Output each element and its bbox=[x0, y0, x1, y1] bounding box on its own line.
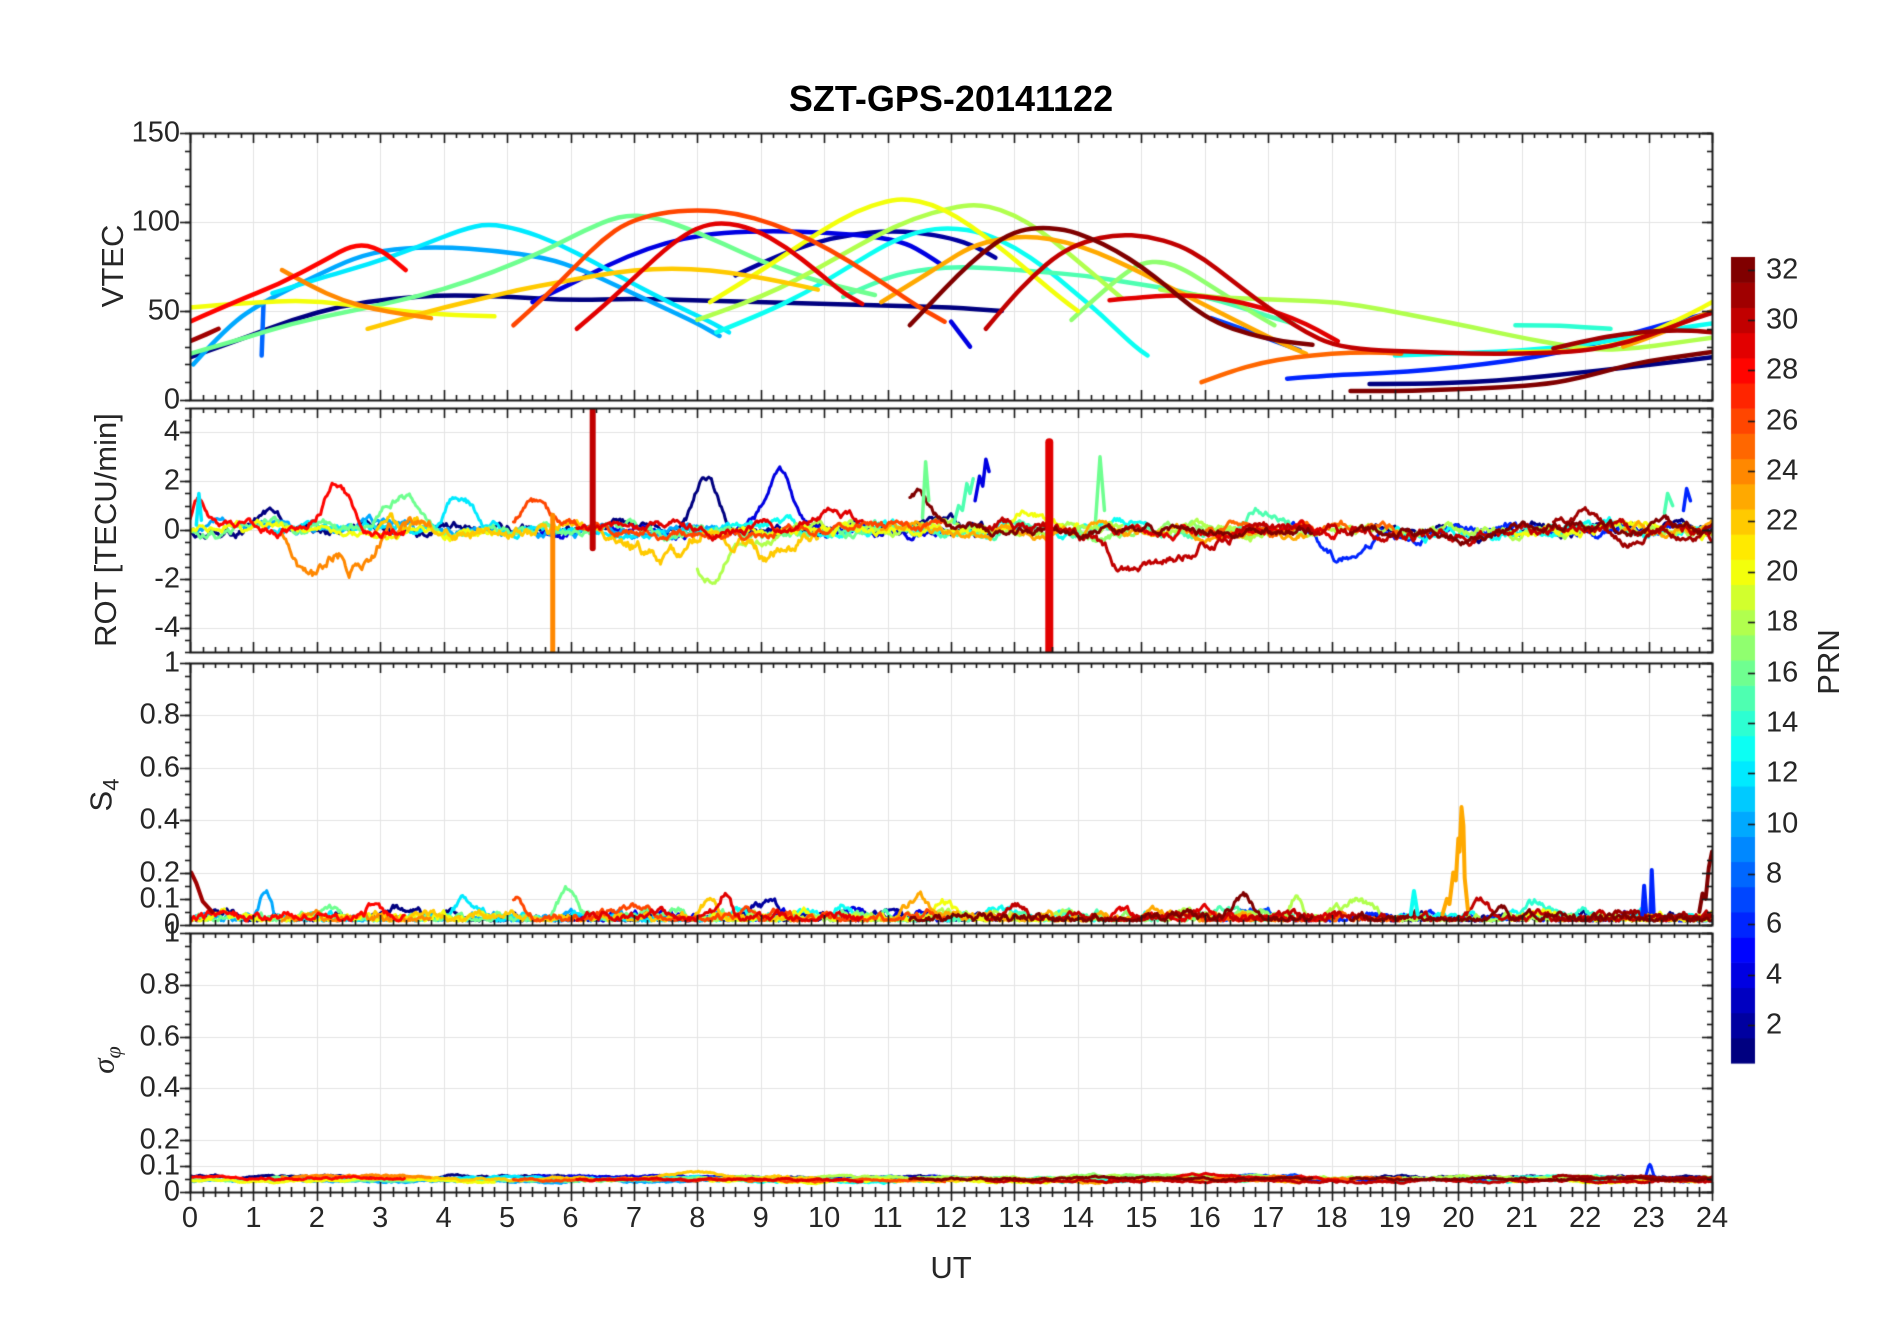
y-tick-label: 0.6 bbox=[139, 751, 180, 784]
colorbar-tick-label: 30 bbox=[1766, 303, 1799, 336]
x-tick-label: 7 bbox=[625, 1202, 642, 1234]
colorbar-label: PRN bbox=[1811, 629, 1846, 695]
y-tick-label: 0.1 bbox=[139, 1149, 180, 1182]
y-tick-label: 0.1 bbox=[139, 882, 180, 915]
y-tick-label: 0.6 bbox=[139, 1020, 180, 1053]
y-axis-label-rot: ROT [TECU/min] bbox=[88, 413, 123, 647]
sigma-label-sub: φ bbox=[100, 1046, 126, 1059]
colorbar-tick-label: 8 bbox=[1766, 857, 1783, 890]
y-tick-label: 4 bbox=[163, 415, 180, 448]
x-tick-label: 12 bbox=[934, 1202, 968, 1234]
y-tick-label: 0 bbox=[163, 1175, 180, 1208]
x-tick-label: 8 bbox=[689, 1202, 706, 1234]
s4-label-main: S bbox=[83, 790, 119, 812]
y-tick-label: 150 bbox=[131, 116, 180, 149]
x-tick-label: 20 bbox=[1442, 1202, 1475, 1234]
colorbar-tick-label: 6 bbox=[1766, 907, 1783, 940]
y-tick-label: 1 bbox=[163, 646, 180, 679]
x-tick-label: 11 bbox=[872, 1202, 903, 1234]
y-tick-label: 0.8 bbox=[139, 968, 180, 1001]
colorbar-tick-label: 12 bbox=[1766, 756, 1799, 789]
y-tick-label: 0 bbox=[163, 513, 180, 546]
colorbar-tick-label: 2 bbox=[1766, 1008, 1783, 1041]
y-tick-label: -2 bbox=[154, 562, 180, 595]
x-tick-label: 0 bbox=[181, 1202, 199, 1234]
colorbar-tick-label: 32 bbox=[1766, 253, 1799, 286]
y-tick-label: 0.4 bbox=[139, 1071, 180, 1104]
y-axis-label-s4: S4 bbox=[83, 779, 124, 812]
x-tick-label: 19 bbox=[1378, 1202, 1412, 1234]
y-tick-label: 0 bbox=[163, 908, 180, 941]
y-tick-label: 50 bbox=[147, 294, 180, 327]
colorbar-tick-label: 16 bbox=[1766, 656, 1799, 689]
y-axis-label-sigma-phi: σφ bbox=[85, 1046, 126, 1073]
y-tick-label: 0.2 bbox=[139, 1123, 180, 1156]
y-tick-label: 0 bbox=[163, 383, 180, 416]
x-axis-label: UT bbox=[930, 1250, 972, 1285]
y-tick-label: 0.4 bbox=[139, 803, 180, 836]
sigma-label-main: σ bbox=[85, 1058, 121, 1074]
colorbar-tick-label: 14 bbox=[1766, 706, 1799, 739]
colorbar-tick-label: 10 bbox=[1766, 807, 1799, 840]
colorbar-tick-label: 24 bbox=[1766, 454, 1799, 487]
colorbar-tick-label: 18 bbox=[1766, 605, 1799, 638]
colorbar-tick-label: 26 bbox=[1766, 404, 1799, 437]
x-tick-label: 18 bbox=[1315, 1202, 1348, 1234]
y-tick-label: 0.2 bbox=[139, 856, 180, 889]
x-tick-label: 9 bbox=[752, 1202, 769, 1234]
x-tick-label: 22 bbox=[1569, 1202, 1602, 1234]
y-tick-label: 2 bbox=[163, 464, 180, 497]
x-tick-label: 3 bbox=[372, 1202, 389, 1234]
x-tick-label: 1 bbox=[245, 1202, 262, 1234]
colorbar-tick-label: 4 bbox=[1766, 958, 1783, 991]
x-tick-label: 5 bbox=[499, 1202, 516, 1234]
y-tick-label: -4 bbox=[154, 611, 180, 644]
y-tick-label: 0.8 bbox=[139, 698, 180, 731]
chart-title: SZT-GPS-20141122 bbox=[788, 78, 1114, 119]
y-tick-label: 1 bbox=[163, 916, 180, 949]
y-axis-label-vtec: VTEC bbox=[95, 224, 130, 308]
x-tick-label: 15 bbox=[1125, 1202, 1158, 1234]
x-tick-label: 10 bbox=[808, 1202, 841, 1234]
colorbar-tick-label: 22 bbox=[1766, 504, 1799, 537]
colorbar-tick-label: 20 bbox=[1766, 555, 1799, 588]
x-tick-label: 23 bbox=[1632, 1202, 1665, 1234]
x-tick-label: 17 bbox=[1251, 1202, 1285, 1234]
x-tick-label: 13 bbox=[998, 1202, 1031, 1234]
x-tick-label: 24 bbox=[1695, 1202, 1729, 1234]
y-tick-label: 100 bbox=[131, 205, 180, 238]
s4-label-sub: 4 bbox=[98, 778, 124, 791]
x-tick-label: 6 bbox=[562, 1202, 579, 1234]
colorbar-tick-label: 28 bbox=[1766, 353, 1799, 386]
x-tick-label: 21 bbox=[1505, 1202, 1538, 1234]
x-tick-label: 2 bbox=[308, 1202, 325, 1234]
x-tick-label: 14 bbox=[1061, 1202, 1094, 1234]
x-tick-label: 16 bbox=[1188, 1202, 1221, 1234]
x-tick-label: 4 bbox=[435, 1202, 452, 1234]
